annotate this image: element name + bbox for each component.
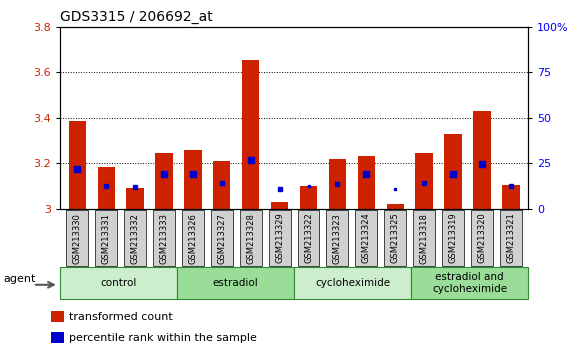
Bar [182,210,204,266]
Bar [69,121,86,209]
Bar [297,210,320,266]
Bar [387,204,404,209]
Text: GSM213330: GSM213330 [73,213,82,263]
Bar [444,134,462,209]
Bar [211,210,233,266]
Text: GSM213318: GSM213318 [420,213,429,263]
Bar [357,156,375,209]
Bar [473,111,490,209]
Bar [60,267,177,299]
Bar [355,210,377,266]
Text: cycloheximide: cycloheximide [315,278,390,288]
Text: GDS3315 / 206692_at: GDS3315 / 206692_at [60,10,213,24]
Text: GSM213324: GSM213324 [362,213,371,263]
Bar [51,332,64,343]
Text: agent: agent [3,274,35,284]
Text: GSM213331: GSM213331 [102,213,111,263]
Text: GSM213319: GSM213319 [449,213,457,263]
Bar [66,210,89,266]
Bar [155,153,172,209]
Bar [213,161,231,209]
Bar [271,202,288,209]
Bar [51,312,64,322]
Text: transformed count: transformed count [69,312,172,322]
Bar [177,267,294,299]
Bar [329,159,346,209]
Bar [416,153,433,209]
Bar [294,267,411,299]
Text: GSM213329: GSM213329 [275,213,284,263]
Text: estradiol and
cycloheximide: estradiol and cycloheximide [432,272,507,294]
Bar [442,210,464,266]
Text: GSM213323: GSM213323 [333,213,342,263]
Bar [300,186,317,209]
Bar [184,150,202,209]
Bar [413,210,435,266]
Bar [242,59,259,209]
Text: GSM213333: GSM213333 [159,212,168,264]
Bar [502,185,520,209]
Bar [268,210,291,266]
Bar [124,210,146,266]
Text: GSM213322: GSM213322 [304,213,313,263]
Text: percentile rank within the sample: percentile rank within the sample [69,333,257,343]
Text: GSM213321: GSM213321 [506,213,516,263]
Bar [471,210,493,266]
Bar [500,210,522,266]
Bar [153,210,175,266]
Text: control: control [100,278,136,288]
Bar [411,267,528,299]
Bar [95,210,117,266]
Bar [384,210,406,266]
Text: GSM213328: GSM213328 [246,213,255,263]
Text: GSM213327: GSM213327 [218,213,226,263]
Text: GSM213320: GSM213320 [477,213,486,263]
Bar [327,210,348,266]
Text: estradiol: estradiol [212,278,259,288]
Bar [240,210,262,266]
Bar [126,188,144,209]
Bar [98,167,115,209]
Text: GSM213332: GSM213332 [131,213,139,263]
Text: GSM213326: GSM213326 [188,213,198,263]
Text: GSM213325: GSM213325 [391,213,400,263]
